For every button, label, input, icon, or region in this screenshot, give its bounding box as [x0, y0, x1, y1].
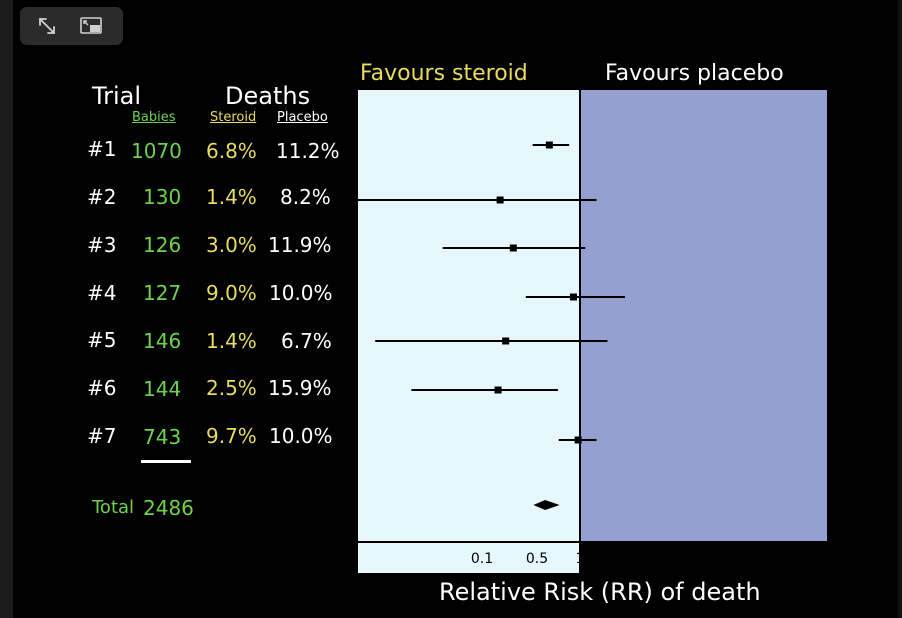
steroid-deaths: 1.4% [206, 329, 257, 353]
expand-arrows-icon [39, 18, 55, 34]
placebo-deaths: 8.2% [280, 185, 331, 209]
trial-id: #4 [87, 281, 117, 305]
babies-count: 144 [143, 377, 182, 401]
header-trial: Trial [92, 82, 142, 110]
fullscreen-button[interactable] [34, 14, 60, 38]
trial-id: #6 [87, 376, 117, 400]
favours-placebo-region [580, 90, 827, 542]
x-axis-title: Relative Risk (RR) of death [439, 578, 761, 606]
steroid-deaths: 1.4% [206, 185, 257, 209]
header-deaths: Deaths [225, 82, 311, 110]
placebo-deaths: 10.0% [269, 281, 333, 305]
right-edge [898, 0, 902, 618]
babies-count: 130 [143, 185, 182, 209]
total-babies: 2486 [143, 496, 194, 520]
babies-count: 146 [143, 329, 182, 353]
babies-count: 126 [143, 233, 182, 257]
placebo-deaths: 10.0% [269, 424, 333, 448]
player-controls [20, 7, 123, 45]
babies-count: 1070 [131, 139, 182, 163]
subheader-babies: Babies [132, 110, 176, 125]
steroid-deaths: 6.8% [206, 139, 257, 163]
trial-id: #7 [87, 424, 117, 448]
x-tick-label: 2 [614, 551, 623, 567]
babies-count: 127 [143, 281, 182, 305]
favours-steroid-label: Favours steroid [360, 61, 528, 86]
steroid-deaths: 9.0% [206, 281, 257, 305]
placebo-deaths: 11.9% [268, 233, 332, 257]
left-edge [0, 0, 13, 618]
steroid-deaths: 2.5% [206, 376, 257, 400]
study-marks [358, 141, 626, 510]
placebo-deaths: 15.9% [268, 376, 332, 400]
x-tick-label: 1 [576, 551, 585, 567]
placebo-deaths: 11.2% [276, 139, 340, 163]
favours-placebo-label: Favours placebo [605, 61, 784, 86]
trial-id: #1 [87, 137, 117, 161]
steroid-deaths: 3.0% [206, 233, 257, 257]
x-tick-labels: 0.1 0.5 1 2 10 [471, 551, 720, 567]
trial-id: #2 [87, 185, 117, 209]
subheader-steroid: Steroid [210, 110, 257, 125]
x-tick-label: 10 [702, 551, 720, 567]
x-tick-label: 0.5 [526, 551, 548, 567]
point-estimate [569, 293, 577, 301]
subheader-placebo: Placebo [277, 110, 328, 125]
trial-id: #3 [87, 233, 117, 257]
point-estimate [496, 196, 504, 204]
picture-in-picture-icon [80, 17, 102, 34]
steroid-deaths: 9.7% [206, 424, 257, 448]
x-tick-label: 0.1 [471, 551, 493, 567]
point-estimate [509, 244, 517, 252]
favours-steroid-region [358, 90, 580, 573]
picture-in-picture-button[interactable] [78, 14, 104, 38]
point-estimate [545, 141, 553, 149]
total-label: Total [92, 497, 135, 518]
babies-count: 743 [143, 425, 182, 449]
point-estimate [502, 337, 510, 345]
pooled-diamond [533, 500, 560, 510]
point-estimate [494, 386, 502, 394]
point-estimate [574, 436, 582, 444]
trial-id: #5 [87, 328, 117, 352]
sum-divider [141, 460, 191, 463]
placebo-deaths: 6.7% [281, 329, 332, 353]
